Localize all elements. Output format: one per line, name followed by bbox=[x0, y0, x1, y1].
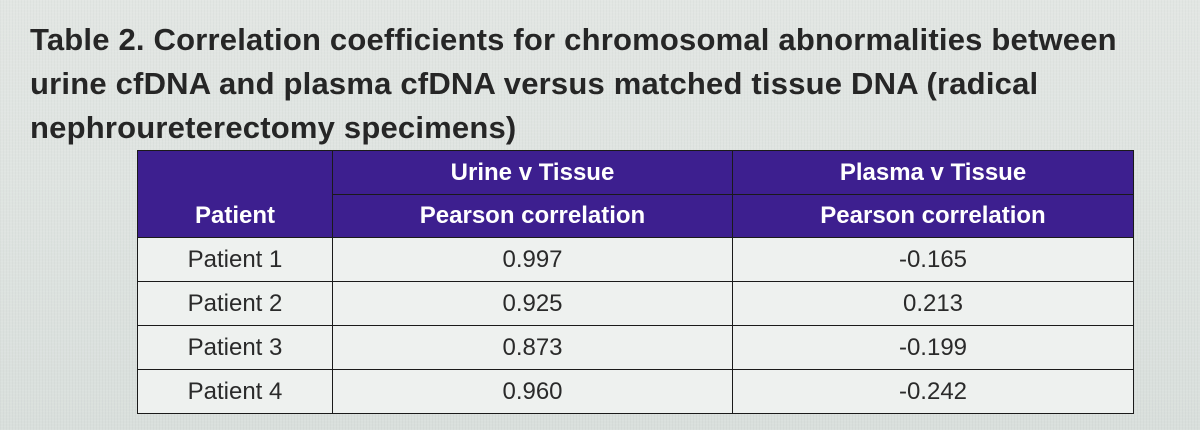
empty-header-cell bbox=[137, 150, 333, 195]
table-row: Patient 2 0.925 0.213 bbox=[137, 281, 1134, 326]
column-header-row: Patient Pearson correlation Pearson corr… bbox=[137, 194, 1134, 238]
urine-correlation-cell: 0.925 bbox=[332, 281, 733, 326]
table-row: Patient 3 0.873 -0.199 bbox=[137, 325, 1134, 370]
plasma-correlation-cell: -0.242 bbox=[732, 369, 1134, 414]
patient-cell: Patient 1 bbox=[137, 237, 333, 282]
patient-cell: Patient 2 bbox=[137, 281, 333, 326]
table-row: Patient 4 0.960 -0.242 bbox=[137, 369, 1134, 414]
group-header-row: Urine v Tissue Plasma v Tissue bbox=[137, 150, 1134, 195]
column-header-patient: Patient bbox=[137, 194, 333, 238]
column-header-plasma-pearson: Pearson correlation bbox=[732, 194, 1134, 238]
plasma-correlation-cell: -0.199 bbox=[732, 325, 1134, 370]
group-header-plasma: Plasma v Tissue bbox=[732, 150, 1134, 195]
urine-correlation-cell: 0.997 bbox=[332, 237, 733, 282]
plasma-correlation-cell: -0.165 bbox=[732, 237, 1134, 282]
column-header-urine-pearson: Pearson correlation bbox=[332, 194, 733, 238]
table-row: Patient 1 0.997 -0.165 bbox=[137, 237, 1134, 282]
group-header-urine: Urine v Tissue bbox=[332, 150, 733, 195]
table-caption: Table 2. Correlation coefficients for ch… bbox=[30, 22, 1117, 145]
urine-correlation-cell: 0.960 bbox=[332, 369, 733, 414]
urine-correlation-cell: 0.873 bbox=[332, 325, 733, 370]
patient-cell: Patient 3 bbox=[137, 325, 333, 370]
correlation-table: Urine v Tissue Plasma v Tissue Patient P… bbox=[137, 150, 1134, 414]
plasma-correlation-cell: 0.213 bbox=[732, 281, 1134, 326]
patient-cell: Patient 4 bbox=[137, 369, 333, 414]
